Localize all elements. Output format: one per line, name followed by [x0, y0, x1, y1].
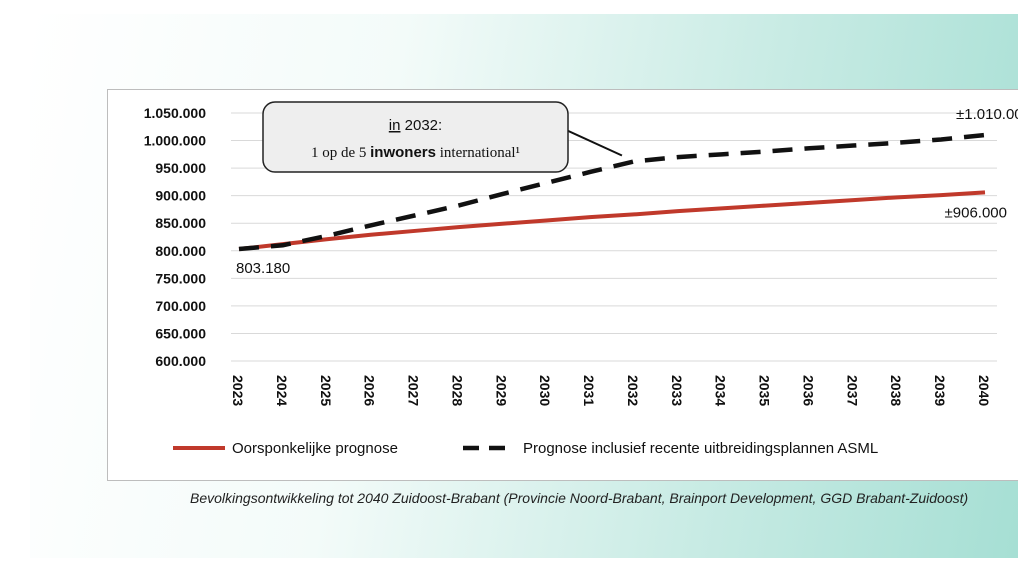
series-line-original [238, 190, 986, 252]
y-tick-label: 600.000 [155, 353, 206, 369]
x-tick-label: 2029 [493, 375, 509, 406]
slide-panel: 1.050.000 1.000.000 950.000 900.000 850.000 8… [30, 14, 1018, 558]
x-tick-label: 2026 [362, 375, 378, 406]
callout-title: in 2032: [389, 117, 442, 134]
y-tick-label: 800.000 [155, 243, 206, 259]
x-tick-label: 2034 [713, 375, 729, 406]
x-tick-label: 2028 [449, 375, 465, 406]
x-tick-label: 2036 [800, 375, 816, 406]
y-tick-label: 950.000 [155, 160, 206, 176]
x-tick-label: 2025 [318, 375, 334, 406]
legend-label-original: Oorsponkelijke prognose [232, 440, 398, 457]
y-tick-label: 750.000 [155, 270, 206, 286]
y-tick-label: 700.000 [155, 298, 206, 314]
legend-label-asml: Prognose inclusief recente uitbreidingsp… [523, 440, 878, 457]
callout-text: 1 op de 5 inwoners international¹ [311, 144, 520, 161]
y-tick-label: 900.000 [155, 188, 206, 204]
x-tick-label: 2027 [406, 375, 422, 406]
y-tick-label: 650.000 [155, 325, 206, 341]
chart-caption: Bevolkingsontwikkeling tot 2040 Zuidoost… [190, 490, 969, 506]
population-chart: 1.050.000 1.000.000 950.000 900.000 850.000 8… [144, 101, 1018, 457]
end-value-label-original: ±906.000 [945, 204, 1007, 221]
y-tick-label: 1.000.000 [144, 133, 206, 149]
x-tick-label: 2040 [976, 375, 992, 406]
x-tick-label: 2030 [537, 375, 553, 406]
y-tick-label: 1.050.000 [144, 105, 206, 121]
x-tick-label: 2023 [230, 375, 246, 406]
x-tick-label: 2031 [581, 375, 597, 406]
y-tick-label: 850.000 [155, 215, 206, 231]
x-tick-label: 2032 [625, 375, 641, 406]
x-tick-label: 2024 [274, 375, 290, 406]
x-tick-label: 2037 [844, 375, 860, 406]
x-tick-label: 2033 [669, 375, 685, 406]
end-value-label-asml: ±1.010.000 [956, 106, 1018, 123]
x-tick-label: 2038 [888, 375, 904, 406]
chart-frame: 1.050.000 1.000.000 950.000 900.000 850.000 8… [107, 89, 1018, 481]
x-tick-label: 2039 [932, 375, 948, 406]
x-tick-label: 2035 [757, 375, 773, 406]
callout-box [262, 101, 569, 173]
start-value-label: 803.180 [236, 260, 290, 277]
